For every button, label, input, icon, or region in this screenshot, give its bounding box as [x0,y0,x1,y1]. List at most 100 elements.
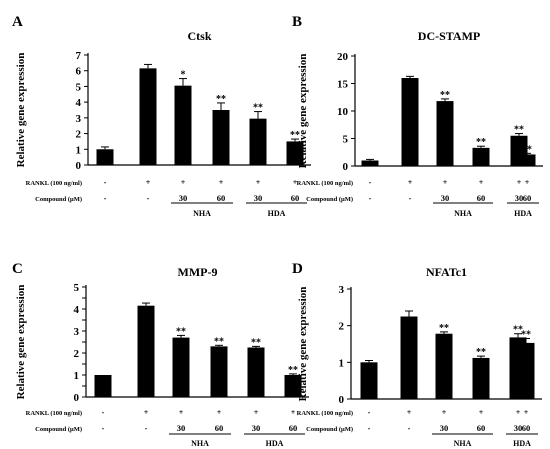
bar [137,305,155,397]
compound-row-label: Compound (μM) [306,426,353,433]
rankl-symbol: - [368,408,371,417]
compound-value: 30 [514,423,523,433]
rankl-symbol: + [219,178,224,187]
compound-value: 60 [477,193,486,203]
compound-value: 30 [179,193,188,203]
significance-label: ** [521,330,531,341]
compound-value: 60 [522,423,531,433]
bar [212,110,230,165]
y-axis-label: Relative gene expression [297,287,309,402]
rankl-symbol: + [408,178,413,187]
bar [360,362,378,399]
compound-row-label: Compound (μM) [35,196,82,203]
compound-value: 60 [523,193,532,203]
group-label: HDA [514,209,532,218]
rankl-symbol: + [181,178,186,187]
y-tick-label: 10 [337,106,349,118]
bar [517,342,535,399]
compound-value: 30 [515,193,524,203]
y-tick-label: 2 [339,321,345,333]
significance-label: ** [476,347,486,358]
y-tick-label: 7 [76,50,82,62]
panel-letter: B [292,14,302,30]
rankl-symbol: + [256,178,261,187]
bar [361,160,379,166]
y-tick-label: 0 [339,394,345,406]
significance-label: ** [288,365,298,376]
bar [472,147,490,166]
bar [139,68,157,165]
rankl-symbol: + [443,178,448,187]
compound-value: 30 [177,423,186,433]
rankl-symbol: + [442,408,447,417]
significance-label: * [181,70,186,81]
panel-letter: C [12,261,23,277]
bar [436,101,454,166]
compound-row-label: Compound (μM) [306,196,353,203]
y-tick-label: 4 [76,97,82,109]
compound-value: - [369,194,372,203]
group-label: NHA [193,209,211,218]
bar [435,333,453,399]
bar [210,346,228,397]
compound-value: - [408,424,411,433]
rankl-symbol: + [291,408,296,417]
rankl-symbol: - [104,178,107,187]
group-label: HDA [268,209,286,218]
y-tick-label: 5 [343,134,349,146]
y-tick-label: 20 [337,51,349,63]
rankl-symbol: + [293,178,298,187]
bar [286,141,304,165]
group-label: NHA [454,439,472,448]
y-tick-label: 5 [74,282,80,294]
significance-label: ** [176,326,186,337]
bar [94,375,112,397]
y-tick-label: 6 [76,66,82,78]
y-axis-label: Relative gene expression [297,54,309,169]
chart-title: NFATc1 [426,265,467,279]
compound-value: - [145,424,148,433]
compound-value: 60 [477,423,486,433]
bar [472,357,490,399]
y-tick-label: 0 [76,160,82,172]
rankl-row-label: RANKL (100 ng/ml) [26,180,82,187]
compound-value: 60 [289,423,298,433]
rankl-row-label: RANKL (100 ng/ml) [297,410,353,417]
compound-row-label: Compound (μM) [35,426,82,433]
significance-label: ** [253,103,263,114]
significance-label: ** [216,94,226,105]
significance-label: ** [522,144,532,155]
compound-value: - [409,194,412,203]
bar [174,85,192,165]
compound-value: 60 [215,423,224,433]
rankl-symbol: + [479,408,484,417]
bar [247,347,265,397]
y-axis-label: Relative gene expression [15,53,27,168]
compound-value: 30 [254,193,263,203]
significance-label: ** [476,137,486,148]
group-label: NHA [454,209,472,218]
rankl-symbol: + [179,408,184,417]
y-tick-label: 0 [343,161,349,173]
group-label: HDA [266,439,284,448]
significance-label: ** [214,336,224,347]
rankl-row-label: RANKL (100 ng/ml) [26,410,82,417]
chart-title: Ctsk [187,29,211,43]
panel-letter: D [292,261,303,277]
rankl-symbol: + [217,408,222,417]
panel-letter: A [12,14,23,30]
compound-value: - [104,194,107,203]
y-tick-label: 0 [74,392,80,404]
chart-title: MMP-9 [178,265,218,279]
rankl-symbol: + [517,178,522,187]
compound-value: 30 [252,423,261,433]
rankl-symbol: + [479,178,484,187]
rankl-symbol: + [144,408,149,417]
y-tick-label: 2 [74,348,80,360]
y-tick-label: 15 [337,79,349,91]
rankl-row-label: RANKL (100 ng/ml) [297,180,353,187]
significance-label: ** [251,337,261,348]
y-tick-label: 3 [74,326,80,338]
significance-label: ** [513,325,523,336]
